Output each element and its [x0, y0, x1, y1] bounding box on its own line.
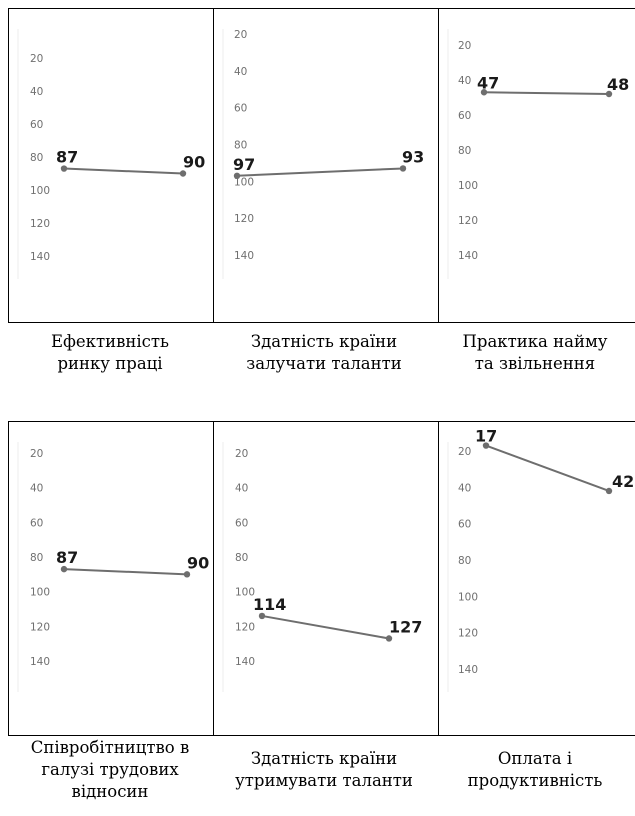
y-tick-label: 120: [30, 218, 50, 230]
caption-row-bottom: Співробітництво в галузі трудових віднос…: [8, 737, 634, 803]
data-label: 17: [475, 427, 497, 446]
y-tick-label: 140: [30, 656, 50, 668]
caption-line: Здатність країни: [235, 748, 413, 770]
caption-line: відносин: [31, 781, 190, 803]
y-tick-label: 140: [235, 656, 255, 668]
caption-line: Оплата і: [468, 748, 603, 770]
chart-panel-6: 20 40 60 80 100 120 140 17 42: [439, 422, 635, 736]
y-tick-label: 100: [458, 180, 478, 192]
y-tick-label: 40: [458, 75, 471, 87]
series-line: [262, 616, 389, 639]
y-tick-label: 80: [234, 140, 247, 152]
y-tick-label: 40: [30, 86, 43, 98]
caption-line: залучати таланти: [246, 353, 402, 375]
panel-row-top: 20 40 60 80 100 120 140 87 90 20 40 60 80 100 120 140 9…: [8, 8, 634, 375]
caption-line: Практика найму: [463, 331, 608, 353]
data-label: 87: [56, 548, 78, 567]
y-tick-label: 140: [30, 251, 50, 263]
chart-caption-3: Практика найму та звільнення: [436, 331, 634, 375]
y-tick-label: 20: [30, 448, 43, 460]
data-label: 90: [183, 153, 205, 172]
chart-panel-1: 20 40 60 80 100 120 140 87 90: [9, 9, 214, 323]
y-tick-label: 120: [458, 215, 478, 227]
series-line: [64, 569, 187, 574]
chart-caption-6: Оплата і продуктивність: [436, 737, 634, 803]
chart-panel-3: 20 40 60 80 100 120 140 47 48: [439, 9, 635, 323]
y-tick-label: 40: [30, 483, 43, 495]
data-label: 87: [56, 148, 78, 167]
series-line: [486, 446, 609, 491]
y-tick-label: 80: [458, 555, 471, 567]
series-line: [237, 168, 403, 175]
y-tick-label: 140: [458, 250, 478, 262]
y-tick-label: 40: [234, 66, 247, 78]
y-tick-label: 100: [458, 591, 478, 603]
chart-grid-top: 20 40 60 80 100 120 140 87 90 20 40 60 80 100 120 140 9…: [8, 8, 635, 323]
caption-line: та звільнення: [463, 353, 608, 375]
y-tick-label: 80: [458, 145, 471, 157]
y-tick-label: 40: [235, 483, 248, 495]
caption-line: Ефективність: [51, 331, 169, 353]
series-line: [64, 169, 183, 174]
chart-svg-2: 20 40 60 80 100 120 140 97 93: [214, 9, 438, 322]
data-label: 97: [233, 155, 255, 174]
chart-caption-2: Здатність країни залучати таланти: [212, 331, 436, 375]
data-label: 47: [477, 73, 499, 92]
y-tick-label: 20: [234, 29, 247, 41]
chart-caption-1: Ефективність ринку праці: [8, 331, 212, 375]
data-label: 93: [402, 147, 424, 166]
chart-caption-4: Співробітництво в галузі трудових віднос…: [8, 737, 212, 803]
y-tick-label: 80: [30, 152, 43, 164]
y-tick-label: 20: [458, 446, 471, 458]
caption-line: ринку праці: [51, 353, 169, 375]
y-tick-label: 80: [30, 552, 43, 564]
caption-line: Здатність країни: [246, 331, 402, 353]
y-tick-label: 60: [235, 517, 248, 529]
panel-row-bottom: 20 40 60 80 100 120 140 87 90 20 40 60 80 100 120 140 1…: [8, 421, 634, 803]
chart-caption-5: Здатність країни утримувати таланти: [212, 737, 436, 803]
caption-line: галузі трудових: [31, 759, 190, 781]
caption-line: утримувати таланти: [235, 770, 413, 792]
y-tick-label: 80: [235, 552, 248, 564]
y-tick-label: 140: [458, 664, 478, 676]
y-tick-label: 20: [30, 53, 43, 65]
chart-svg-3: 20 40 60 80 100 120 140 47 48: [439, 9, 635, 322]
y-tick-label: 60: [30, 517, 43, 529]
y-tick-label: 100: [30, 185, 50, 197]
y-tick-label: 20: [458, 40, 471, 52]
caption-line: Співробітництво в: [31, 737, 190, 759]
chart-panel-5: 20 40 60 80 100 120 140 114 127: [214, 422, 439, 736]
y-tick-label: 60: [30, 119, 43, 131]
chart-panel-4: 20 40 60 80 100 120 140 87 90: [9, 422, 214, 736]
caption-line: продуктивність: [468, 770, 603, 792]
y-tick-label: 20: [235, 448, 248, 460]
y-tick-label: 60: [458, 519, 471, 531]
chart-svg-1: 20 40 60 80 100 120 140 87 90: [9, 9, 213, 322]
y-tick-label: 120: [235, 621, 255, 633]
data-label: 127: [389, 617, 422, 636]
y-tick-label: 60: [458, 110, 471, 122]
chart-svg-5: 20 40 60 80 100 120 140 114 127: [214, 422, 438, 735]
y-tick-label: 120: [234, 213, 254, 225]
data-label: 42: [612, 472, 634, 491]
chart-svg-4: 20 40 60 80 100 120 140 87 90: [9, 422, 213, 735]
y-tick-label: 100: [30, 587, 50, 599]
chart-panel-2: 20 40 60 80 100 120 140 97 93: [214, 9, 439, 323]
data-label: 48: [607, 75, 629, 94]
y-tick-label: 60: [234, 103, 247, 115]
data-label: 90: [187, 553, 209, 572]
y-tick-label: 40: [458, 482, 471, 494]
y-tick-label: 120: [458, 628, 478, 640]
y-tick-label: 140: [234, 250, 254, 262]
series-line: [484, 92, 609, 94]
chart-svg-6: 20 40 60 80 100 120 140 17 42: [439, 422, 635, 735]
chart-grid-bottom: 20 40 60 80 100 120 140 87 90 20 40 60 80 100 120 140 1…: [8, 421, 635, 736]
caption-row-top: Ефективність ринку праці Здатність країн…: [8, 331, 634, 375]
y-tick-label: 120: [30, 621, 50, 633]
data-label: 114: [253, 595, 286, 614]
